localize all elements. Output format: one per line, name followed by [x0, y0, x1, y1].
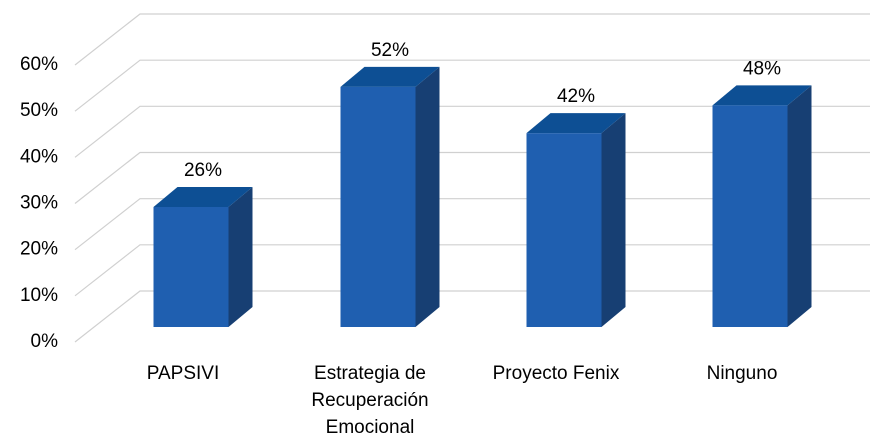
bar	[340, 66, 440, 327]
bar	[526, 113, 626, 327]
bar-front	[340, 86, 416, 327]
bar-top	[712, 85, 812, 106]
bar	[153, 186, 253, 327]
y-tick-label: 30%	[20, 193, 58, 214]
grid-line	[74, 151, 870, 204]
x-tick-label: Estrategia de Recuperación Emocional	[311, 363, 429, 438]
bar	[712, 85, 812, 328]
value-label: 52%	[371, 40, 409, 61]
y-tick-label: 50%	[20, 100, 58, 121]
y-tick-label: 20%	[20, 239, 58, 260]
grid-line	[74, 13, 870, 66]
bar-top	[340, 66, 440, 87]
x-tick-label: PAPSIVI	[146, 363, 220, 384]
value-label: 26%	[184, 160, 222, 181]
grid-line	[74, 198, 870, 251]
y-tick-label: 40%	[20, 146, 58, 167]
bar-side	[415, 66, 440, 327]
bar-front	[153, 206, 229, 327]
grid-line	[74, 244, 870, 297]
bar-front	[526, 133, 602, 327]
y-tick-label: 10%	[20, 285, 58, 306]
bar-top	[153, 186, 253, 207]
grid-line	[74, 105, 870, 158]
bar-front	[712, 105, 788, 328]
x-tick-label: Ninguno	[706, 363, 778, 384]
y-tick-label: 60%	[20, 54, 58, 75]
x-tick-label: Proyecto Fenix	[492, 363, 620, 384]
value-label: 42%	[557, 86, 595, 107]
grid-line	[74, 290, 870, 343]
y-tick-label: 0%	[31, 331, 59, 352]
bar-side	[601, 113, 626, 327]
bar-side	[228, 186, 253, 327]
value-label: 48%	[743, 58, 781, 79]
grid-line	[74, 59, 870, 112]
bar-top	[526, 113, 626, 134]
bar-side	[787, 85, 812, 328]
